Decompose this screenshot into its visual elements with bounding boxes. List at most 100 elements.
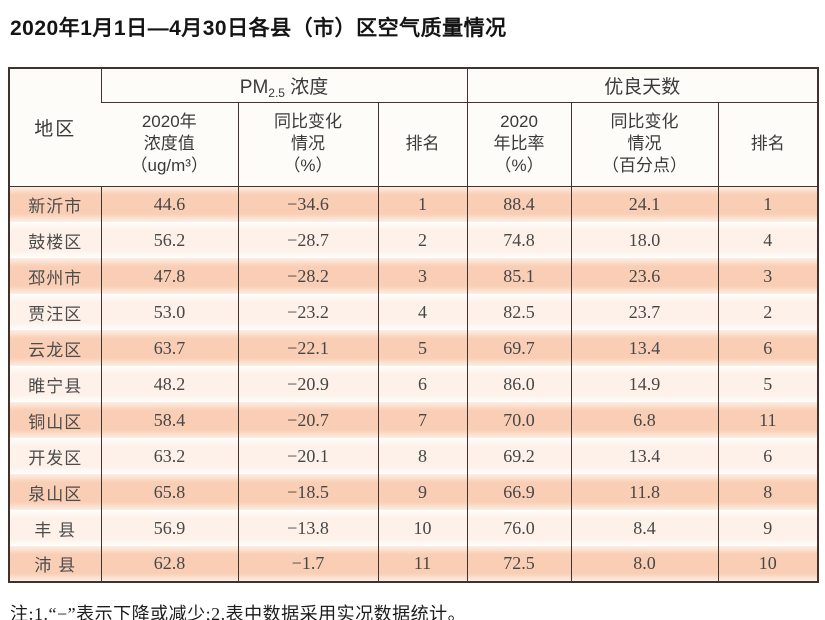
table-row: 沛 县 62.8 −1.7 11 72.5 8.0 10: [9, 546, 819, 582]
cell-pm-change: −1.7: [237, 546, 378, 582]
cell-pm-rank: 2: [377, 222, 468, 258]
col-header-good-rate: 2020 年比率 （%）: [466, 102, 572, 187]
cell-pm-change: −28.2: [237, 258, 378, 294]
header-sub-row: 2020年 浓度值 （ug/m³） 同比变化 情况 （%） 排名 2020 年比…: [9, 102, 819, 187]
cell-pm-value: 62.8: [100, 546, 238, 582]
cell-pm-value: 63.7: [100, 330, 238, 366]
cell-good-change: 24.1: [570, 186, 719, 222]
cell-good-rank: 5: [717, 366, 819, 402]
cell-pm-value: 65.8: [100, 474, 238, 510]
cell-pm-rank: 6: [377, 366, 468, 402]
header-group-row: 地区 PM2.5 浓度 优良天数: [9, 68, 819, 187]
table-row: 鼓楼区 56.2 −28.7 2 74.8 18.0 4: [9, 222, 819, 258]
cell-good-rate: 69.2: [466, 438, 572, 474]
cell-pm-rank: 5: [377, 330, 468, 366]
cell-pm-rank: 11: [377, 546, 468, 582]
col-group-good-days: 优良天数: [466, 68, 819, 103]
cell-region: 贾汪区: [9, 294, 101, 330]
cell-good-change: 13.4: [570, 438, 719, 474]
cell-region: 鼓楼区: [9, 222, 101, 258]
col-header-pm-change: 同比变化 情况 （%）: [237, 102, 378, 187]
pm25-label-prefix: PM: [239, 76, 269, 98]
cell-pm-change: −22.1: [237, 330, 378, 366]
cell-pm-change: −34.6: [237, 186, 378, 222]
table-row: 铜山区 58.4 −20.7 7 70.0 6.8 11: [9, 402, 819, 438]
cell-good-rate: 88.4: [466, 186, 572, 222]
table-row: 睢宁县 48.2 −20.9 6 86.0 14.9 5: [9, 366, 819, 402]
cell-pm-change: −28.7: [237, 222, 378, 258]
cell-region: 新沂市: [9, 186, 101, 222]
cell-good-rate: 70.0: [466, 402, 572, 438]
cell-good-rate: 72.5: [466, 546, 572, 582]
cell-good-rank: 4: [717, 222, 819, 258]
cell-pm-rank: 4: [377, 294, 468, 330]
cell-good-change: 14.9: [570, 366, 719, 402]
cell-pm-change: −18.5: [237, 474, 378, 510]
cell-pm-rank: 7: [377, 402, 468, 438]
table-row: 贾汪区 53.0 −23.2 4 82.5 23.7 2: [9, 294, 819, 330]
cell-pm-change: −20.9: [237, 366, 378, 402]
cell-good-rank: 2: [717, 294, 819, 330]
cell-good-rank: 6: [717, 330, 819, 366]
footnote: 注:1.“−”表示下降或减少;2.表中数据采用实况数据统计。: [10, 604, 467, 620]
cell-pm-value: 53.0: [100, 294, 238, 330]
col-header-pm-value: 2020年 浓度值 （ug/m³）: [101, 102, 238, 187]
cell-pm-change: −23.2: [237, 294, 378, 330]
cell-good-change: 23.6: [570, 258, 719, 294]
table-header: 地区 PM2.5 浓度 优良天数 2020年 浓度值 （ug/m³） 同比变化 …: [9, 68, 819, 187]
col-header-good-rank: 排名: [717, 102, 819, 187]
cell-good-change: 8.4: [570, 510, 719, 546]
cell-pm-value: 58.4: [100, 402, 238, 438]
cell-pm-value: 47.8: [100, 258, 238, 294]
cell-region: 沛 县: [9, 546, 101, 582]
cell-good-rank: 8: [717, 474, 819, 510]
cell-pm-rank: 8: [377, 438, 468, 474]
cell-good-rate: 86.0: [466, 366, 572, 402]
cell-good-change: 18.0: [570, 222, 719, 258]
cell-pm-rank: 1: [377, 186, 468, 222]
cell-region: 开发区: [9, 438, 101, 474]
cell-good-rank: 1: [717, 186, 819, 222]
cell-good-change: 23.7: [570, 294, 719, 330]
page-title: 2020年1月1日—4月30日各县（市）区空气质量情况: [10, 17, 507, 40]
cell-pm-value: 44.6: [100, 186, 238, 222]
table-row: 丰 县 56.9 −13.8 10 76.0 8.4 9: [9, 510, 819, 546]
table-body: 新沂市 44.6 −34.6 1 88.4 24.1 1 鼓楼区 56.2 −28.7 2 74.8 1…: [9, 186, 819, 582]
cell-good-rank: 11: [717, 402, 819, 438]
cell-good-rank: 3: [717, 258, 819, 294]
table-row: 开发区 63.2 −20.1 8 69.2 13.4 6: [9, 438, 819, 474]
cell-pm-rank: 9: [377, 474, 468, 510]
cell-region: 丰 县: [9, 510, 101, 546]
cell-good-change: 6.8: [570, 402, 719, 438]
col-group-pm25: PM2.5 浓度: [100, 68, 468, 103]
table-row: 新沂市 44.6 −34.6 1 88.4 24.1 1: [9, 186, 819, 222]
cell-pm-value: 56.9: [100, 510, 238, 546]
col-header-pm-rank: 排名: [377, 102, 468, 187]
cell-good-change: 11.8: [570, 474, 719, 510]
table-row: 云龙区 63.7 −22.1 5 69.7 13.4 6: [9, 330, 819, 366]
col-header-region: 地区: [9, 68, 101, 187]
cell-pm-value: 48.2: [100, 366, 238, 402]
cell-pm-rank: 3: [377, 258, 468, 294]
col-header-good-change: 同比变化 情况 （百分点）: [570, 102, 719, 187]
cell-good-rate: 82.5: [466, 294, 572, 330]
cell-region: 邳州市: [9, 258, 101, 294]
cell-region: 铜山区: [9, 402, 101, 438]
cell-pm-change: −20.7: [237, 402, 378, 438]
pm25-label-suffix: 浓度: [284, 76, 329, 98]
cell-good-change: 13.4: [570, 330, 719, 366]
cell-good-rank: 9: [717, 510, 819, 546]
table-row: 邳州市 47.8 −28.2 3 85.1 23.6 3: [9, 258, 819, 294]
cell-pm-change: −13.8: [237, 510, 378, 546]
cell-pm-value: 63.2: [100, 438, 238, 474]
cell-pm-rank: 10: [377, 510, 468, 546]
cell-good-rate: 69.7: [466, 330, 572, 366]
air-quality-table: 地区 PM2.5 浓度 优良天数 2020年 浓度值 （ug/m³） 同比变化 …: [8, 67, 820, 583]
cell-pm-change: −20.1: [237, 438, 378, 474]
cell-good-rate: 66.9: [466, 474, 572, 510]
cell-good-change: 8.0: [570, 546, 719, 582]
cell-good-rank: 10: [717, 546, 819, 582]
cell-good-rank: 6: [717, 438, 819, 474]
cell-good-rate: 74.8: [466, 222, 572, 258]
